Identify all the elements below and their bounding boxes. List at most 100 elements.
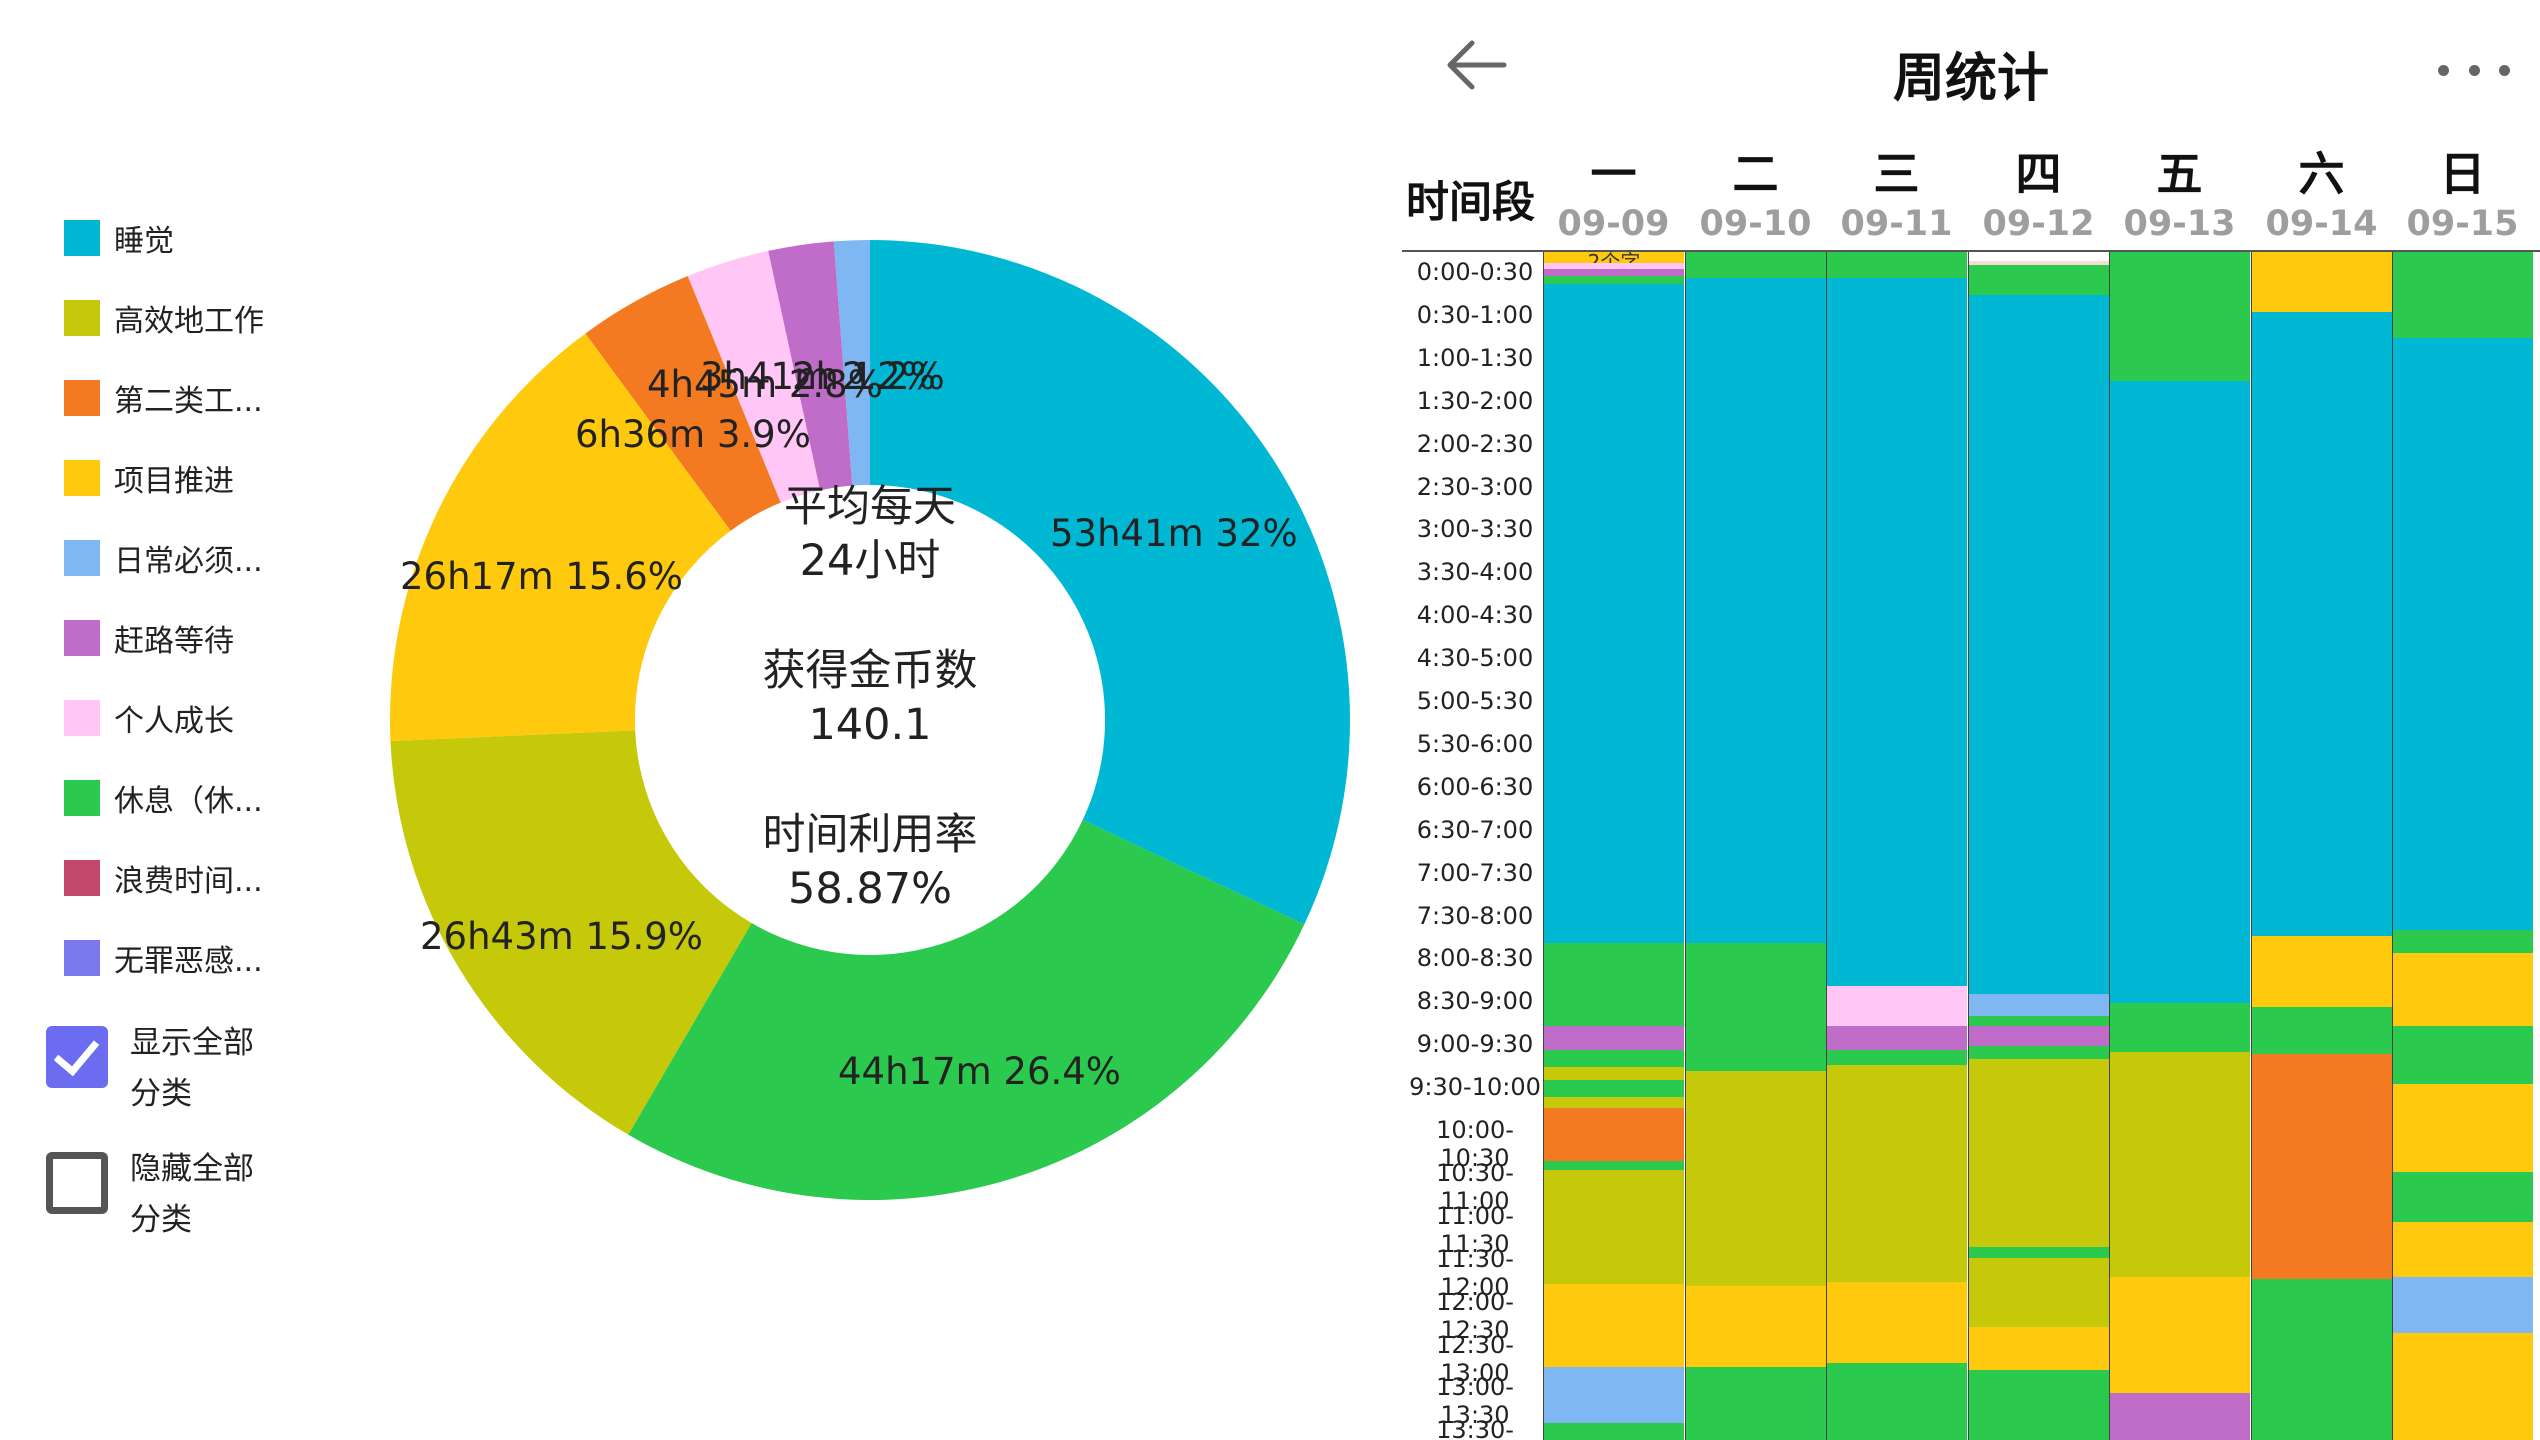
- activity-block[interactable]: [1969, 264, 2109, 295]
- activity-block[interactable]: [1544, 269, 1684, 276]
- donut-slice[interactable]: [687, 250, 821, 503]
- activity-block[interactable]: [2110, 1052, 2250, 1278]
- activity-block[interactable]: [1544, 1049, 1684, 1068]
- activity-block[interactable]: [1969, 1258, 2109, 1327]
- activity-block[interactable]: [1544, 284, 1684, 943]
- activity-block[interactable]: [2252, 936, 2392, 1008]
- legend-item[interactable]: 项目推进: [64, 458, 234, 499]
- donut-slice[interactable]: [390, 730, 752, 1135]
- activity-block[interactable]: [2110, 252, 2250, 381]
- activity-block[interactable]: [1969, 1369, 2109, 1440]
- activity-block[interactable]: [2393, 1084, 2533, 1173]
- activity-block[interactable]: [1969, 1015, 2109, 1027]
- activity-block[interactable]: [1827, 1064, 1967, 1282]
- checkbox-checked-icon[interactable]: [46, 1026, 108, 1088]
- legend-item[interactable]: 第二类工...: [64, 378, 263, 419]
- activity-block[interactable]: [1827, 252, 1967, 278]
- activity-block[interactable]: [1544, 1097, 1684, 1108]
- activity-block[interactable]: [2393, 1221, 2533, 1278]
- activity-block[interactable]: [2110, 1393, 2250, 1440]
- activity-block[interactable]: [2393, 1333, 2533, 1440]
- activity-block[interactable]: [2110, 380, 2250, 1003]
- legend-item[interactable]: 赶路等待: [64, 618, 234, 659]
- activity-block[interactable]: [1969, 1045, 2109, 1059]
- legend-item[interactable]: 浪费时间...: [64, 858, 263, 899]
- center-utilization-label: 时间利用率: [762, 810, 978, 860]
- activity-block[interactable]: [1544, 1161, 1684, 1171]
- activity-block[interactable]: [2252, 1279, 2392, 1440]
- activity-block[interactable]: [1544, 1067, 1684, 1080]
- more-options-button[interactable]: [2438, 52, 2510, 88]
- activity-block[interactable]: [1544, 1079, 1684, 1098]
- donut-slice[interactable]: [870, 240, 1351, 925]
- activity-block[interactable]: [2252, 1007, 2392, 1055]
- activity-block[interactable]: [1686, 1285, 1826, 1368]
- activity-block[interactable]: [1544, 1367, 1684, 1424]
- day-column[interactable]: 2个字: [1543, 252, 1684, 1440]
- activity-block[interactable]: [1544, 1170, 1684, 1284]
- legend-item[interactable]: 日常必须...: [64, 538, 263, 579]
- activity-block[interactable]: [1969, 994, 2109, 1016]
- activity-block[interactable]: [1827, 1026, 1967, 1050]
- donut-slice[interactable]: [768, 241, 853, 491]
- legend-item[interactable]: 无罪恶感...: [64, 938, 263, 979]
- activity-block[interactable]: [2110, 1002, 2250, 1053]
- hide-all-checkbox[interactable]: 隐藏全部分类: [46, 1151, 280, 1246]
- day-column[interactable]: [1968, 252, 2109, 1440]
- day-column[interactable]: [2392, 252, 2533, 1440]
- day-column[interactable]: [1685, 252, 1826, 1440]
- activity-block[interactable]: [1544, 1423, 1684, 1440]
- time-slot-label: 0:00-0:30: [1416, 258, 1534, 286]
- activity-block[interactable]: [1969, 294, 2109, 995]
- activity-block[interactable]: [2252, 1054, 2392, 1280]
- donut-slice[interactable]: [390, 333, 731, 742]
- activity-block[interactable]: [1686, 252, 1826, 278]
- activity-block[interactable]: [1969, 252, 2109, 261]
- activity-block[interactable]: [1827, 1281, 1967, 1364]
- activity-block[interactable]: [2393, 1277, 2533, 1334]
- activity-block[interactable]: [1686, 1367, 1826, 1440]
- activity-block[interactable]: [1827, 1049, 1967, 1065]
- donut-slice[interactable]: [833, 240, 870, 486]
- activity-block[interactable]: [2393, 953, 2533, 1027]
- activity-block[interactable]: [1827, 277, 1967, 986]
- time-slot-label: 12:30-13:00: [1436, 1330, 1514, 1387]
- legend-item[interactable]: 休息（休...: [64, 778, 263, 819]
- activity-block[interactable]: [1969, 1247, 2109, 1258]
- activity-block[interactable]: [1827, 1363, 1967, 1440]
- activity-block[interactable]: [1544, 942, 1684, 1027]
- donut-slice[interactable]: [628, 820, 1305, 1200]
- activity-block[interactable]: [2393, 252, 2533, 338]
- activity-block[interactable]: 2个字: [1544, 252, 1684, 274]
- activity-block[interactable]: [1686, 277, 1826, 943]
- activity-block[interactable]: [1969, 1026, 2109, 1046]
- activity-block[interactable]: [1544, 1283, 1684, 1368]
- activity-block[interactable]: [2252, 252, 2392, 313]
- activity-block[interactable]: [2252, 312, 2392, 937]
- activity-block[interactable]: [1969, 1326, 2109, 1370]
- day-column[interactable]: [1826, 252, 1967, 1440]
- back-button[interactable]: [1442, 30, 1512, 100]
- legend-item[interactable]: 高效地工作: [64, 298, 264, 339]
- day-column[interactable]: [2109, 252, 2250, 1440]
- legend-item[interactable]: 睡觉: [64, 218, 174, 259]
- show-all-checkbox[interactable]: 显示全部分类: [46, 1025, 280, 1120]
- activity-block[interactable]: [2110, 1277, 2250, 1394]
- activity-block[interactable]: [1544, 1026, 1684, 1050]
- activity-block[interactable]: [1969, 260, 2109, 265]
- checkbox-unchecked-icon[interactable]: [46, 1152, 108, 1214]
- activity-block[interactable]: [2393, 1172, 2533, 1222]
- activity-block[interactable]: [1686, 1071, 1826, 1286]
- activity-block[interactable]: [1827, 985, 1967, 1027]
- activity-block[interactable]: [2393, 929, 2533, 954]
- activity-block[interactable]: [2393, 1026, 2533, 1085]
- activity-block[interactable]: [1544, 275, 1684, 285]
- donut-slice[interactable]: [585, 275, 781, 531]
- activity-block[interactable]: [1544, 1107, 1684, 1162]
- day-column[interactable]: [2251, 252, 2392, 1440]
- activity-block[interactable]: [2393, 337, 2533, 930]
- activity-block[interactable]: [1686, 942, 1826, 1072]
- activity-block[interactable]: [1969, 1058, 2109, 1248]
- legend-item[interactable]: 个人成长: [64, 698, 234, 739]
- activity-block[interactable]: [1544, 262, 1684, 270]
